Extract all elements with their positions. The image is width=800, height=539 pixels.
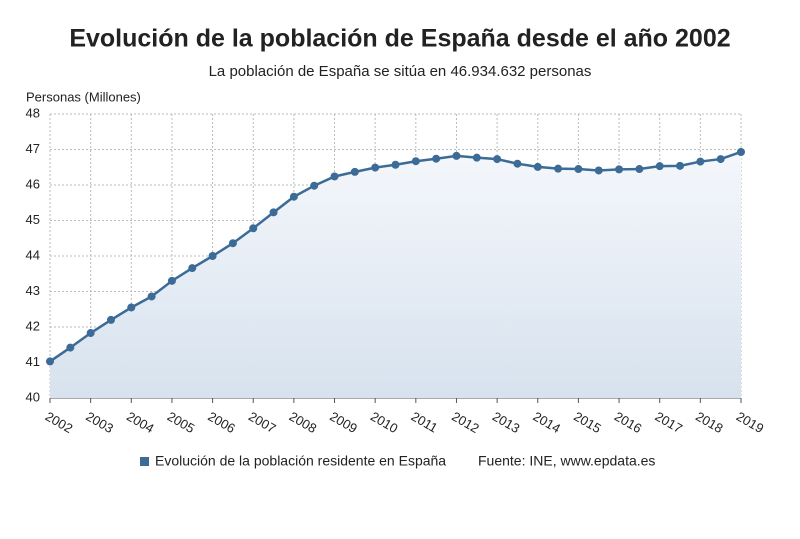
point: [432, 154, 441, 163]
x-tick-label: 2015: [571, 409, 604, 436]
y-tick-label: 41: [26, 354, 40, 369]
y-axis-label: Personas (Millones): [26, 89, 141, 104]
point: [310, 181, 319, 190]
x-tick-label: 2016: [612, 409, 645, 436]
x-tick-label: 2010: [368, 409, 401, 436]
point: [269, 208, 278, 217]
y-tick-label: 45: [26, 212, 40, 227]
y-tick-label: 42: [26, 318, 40, 333]
point: [127, 303, 136, 312]
point: [86, 329, 95, 338]
point: [493, 155, 502, 164]
point: [188, 264, 197, 273]
y-tick-label: 44: [26, 247, 40, 262]
point: [350, 167, 359, 176]
point: [594, 166, 603, 175]
x-tick-label: 2017: [652, 409, 685, 436]
point: [147, 292, 156, 301]
y-tick-label: 46: [26, 176, 40, 191]
point: [472, 153, 481, 162]
point: [106, 315, 115, 324]
chart-subtitle: La población de España se sitúa en 46.93…: [209, 63, 592, 80]
y-tick-label: 43: [26, 283, 40, 298]
point: [66, 343, 75, 352]
point: [676, 161, 685, 170]
point: [289, 192, 298, 201]
point: [513, 159, 522, 168]
x-tick-label: 2011: [409, 409, 441, 436]
x-tick-label: 2009: [327, 409, 360, 436]
point: [46, 357, 54, 366]
legend-swatch: [140, 457, 149, 466]
x-tick-label: 2008: [287, 409, 320, 436]
point: [249, 224, 258, 233]
point: [452, 151, 461, 160]
point: [574, 165, 583, 174]
x-tick-label: 2014: [531, 409, 564, 436]
point: [533, 162, 542, 171]
x-tick-label: 2006: [205, 409, 238, 436]
point: [228, 239, 237, 248]
x-tick-label: 2012: [449, 409, 482, 436]
y-tick-label: 40: [26, 389, 40, 404]
point: [655, 162, 664, 171]
x-tick-label: 2007: [246, 409, 279, 436]
point: [208, 252, 217, 260]
y-tick-label: 48: [26, 105, 40, 120]
point: [167, 276, 176, 285]
x-tick-label: 2005: [165, 409, 198, 436]
x-tick-label: 2003: [83, 409, 116, 436]
point: [391, 160, 400, 169]
area: [50, 151, 741, 398]
point: [696, 157, 705, 166]
source-note: Fuente: INE, www.epdata.es: [478, 453, 655, 469]
legend-label: Evolución de la población residente en E…: [155, 453, 446, 469]
y-tick-label: 47: [26, 141, 40, 156]
point: [554, 164, 563, 173]
x-tick-label: 2004: [124, 409, 157, 436]
point: [716, 155, 725, 164]
point: [411, 157, 420, 166]
x-tick-label: 2002: [43, 409, 76, 436]
point: [371, 163, 380, 172]
x-tick-label: 2013: [490, 409, 523, 436]
x-tick-label: 2018: [693, 409, 726, 436]
point: [737, 147, 745, 156]
x-tick-label: 2019: [734, 409, 767, 436]
point: [615, 165, 624, 174]
chart-title: Evolución de la población de España desd…: [69, 25, 730, 53]
point: [330, 172, 339, 181]
point: [635, 165, 644, 174]
